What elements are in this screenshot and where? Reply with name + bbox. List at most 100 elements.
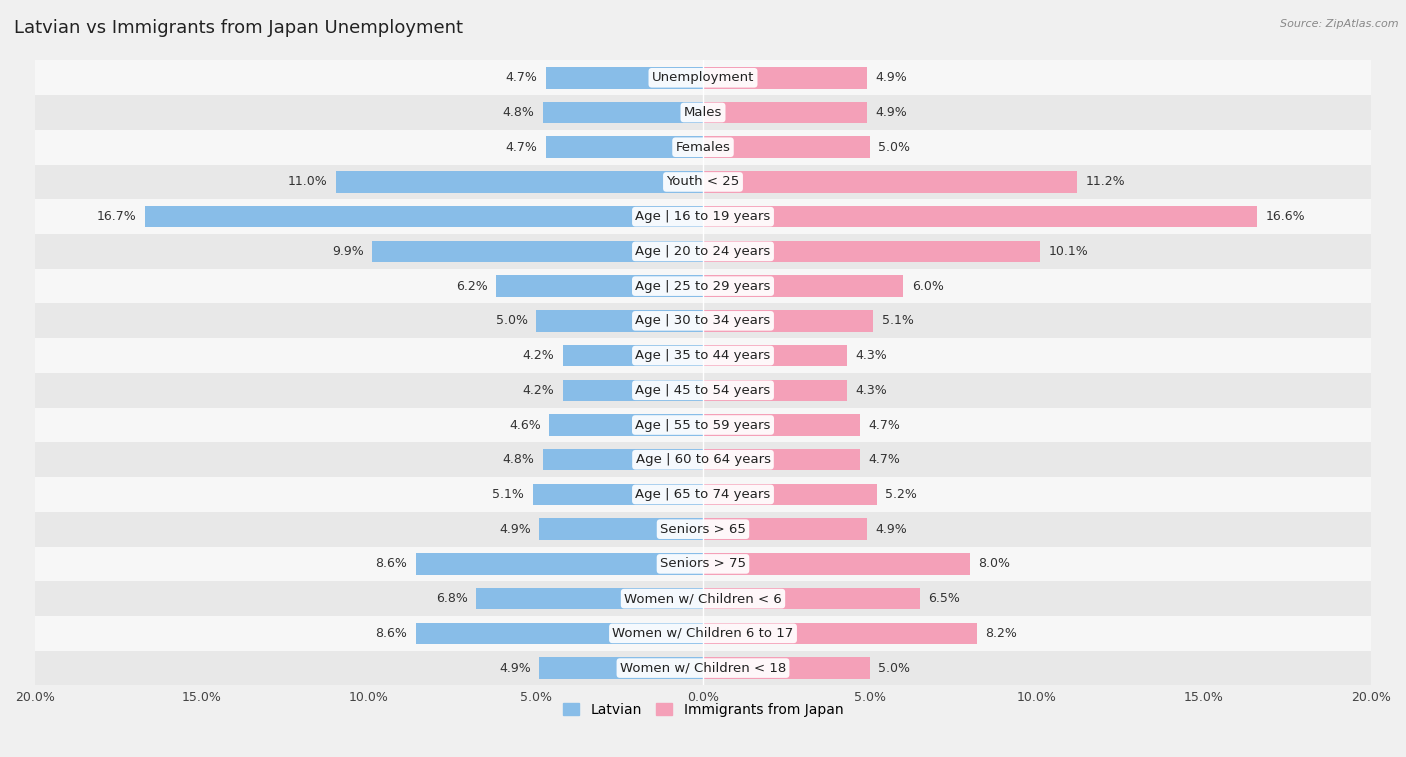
Bar	[703, 379, 846, 401]
Bar	[703, 171, 1077, 193]
Text: Latvian vs Immigrants from Japan Unemployment: Latvian vs Immigrants from Japan Unemplo…	[14, 19, 463, 37]
Bar	[533, 484, 703, 505]
Text: 6.5%: 6.5%	[928, 592, 960, 605]
Text: Age | 65 to 74 years: Age | 65 to 74 years	[636, 488, 770, 501]
Text: 4.2%: 4.2%	[523, 384, 554, 397]
Text: 5.2%: 5.2%	[884, 488, 917, 501]
Text: 8.0%: 8.0%	[979, 557, 1011, 571]
Bar	[35, 199, 1371, 234]
Text: 4.7%: 4.7%	[869, 453, 900, 466]
Text: Age | 60 to 64 years: Age | 60 to 64 years	[636, 453, 770, 466]
Bar	[35, 130, 1371, 164]
Bar	[703, 101, 866, 123]
Text: Females: Females	[675, 141, 731, 154]
Bar	[35, 164, 1371, 199]
Bar	[703, 136, 870, 158]
Text: 10.1%: 10.1%	[1049, 245, 1088, 258]
Bar	[35, 234, 1371, 269]
Bar	[703, 276, 904, 297]
Text: Age | 25 to 29 years: Age | 25 to 29 years	[636, 279, 770, 293]
Text: 4.2%: 4.2%	[523, 349, 554, 362]
Text: Age | 20 to 24 years: Age | 20 to 24 years	[636, 245, 770, 258]
Text: 4.7%: 4.7%	[506, 141, 537, 154]
Bar	[703, 484, 877, 505]
Text: 6.8%: 6.8%	[436, 592, 468, 605]
Bar	[703, 622, 977, 644]
Bar	[475, 588, 703, 609]
Bar	[540, 657, 703, 679]
Bar	[35, 581, 1371, 616]
Bar	[546, 136, 703, 158]
Text: 11.0%: 11.0%	[287, 176, 328, 188]
Text: Age | 45 to 54 years: Age | 45 to 54 years	[636, 384, 770, 397]
Bar	[35, 304, 1371, 338]
Text: 4.9%: 4.9%	[875, 522, 907, 536]
Bar	[550, 414, 703, 436]
Bar	[703, 519, 866, 540]
Text: 4.9%: 4.9%	[875, 71, 907, 84]
Bar	[703, 344, 846, 366]
Bar	[496, 276, 703, 297]
Bar	[703, 553, 970, 575]
Bar	[416, 622, 703, 644]
Text: 11.2%: 11.2%	[1085, 176, 1125, 188]
Bar	[703, 588, 920, 609]
Text: 5.0%: 5.0%	[879, 662, 910, 674]
Bar	[336, 171, 703, 193]
Bar	[416, 553, 703, 575]
Text: 8.2%: 8.2%	[986, 627, 1017, 640]
Text: Source: ZipAtlas.com: Source: ZipAtlas.com	[1281, 19, 1399, 29]
Bar	[373, 241, 703, 262]
Text: 6.0%: 6.0%	[911, 279, 943, 293]
Bar	[35, 512, 1371, 547]
Bar	[35, 477, 1371, 512]
Bar	[145, 206, 703, 227]
Text: Age | 16 to 19 years: Age | 16 to 19 years	[636, 210, 770, 223]
Text: Women w/ Children 6 to 17: Women w/ Children 6 to 17	[613, 627, 793, 640]
Bar	[543, 449, 703, 471]
Bar	[703, 310, 873, 332]
Bar	[546, 67, 703, 89]
Text: 4.6%: 4.6%	[509, 419, 541, 431]
Bar	[703, 241, 1040, 262]
Text: 4.8%: 4.8%	[502, 453, 534, 466]
Text: 4.3%: 4.3%	[855, 349, 887, 362]
Text: 16.7%: 16.7%	[97, 210, 136, 223]
Bar	[35, 408, 1371, 442]
Text: 4.9%: 4.9%	[499, 662, 531, 674]
Text: 4.3%: 4.3%	[855, 384, 887, 397]
Bar	[35, 269, 1371, 304]
Text: 4.9%: 4.9%	[499, 522, 531, 536]
Bar	[35, 61, 1371, 95]
Bar	[703, 414, 860, 436]
Text: Unemployment: Unemployment	[652, 71, 754, 84]
Bar	[543, 101, 703, 123]
Text: Seniors > 65: Seniors > 65	[659, 522, 747, 536]
Text: 5.0%: 5.0%	[496, 314, 527, 327]
Bar	[540, 519, 703, 540]
Text: Youth < 25: Youth < 25	[666, 176, 740, 188]
Text: 9.9%: 9.9%	[332, 245, 364, 258]
Text: Women w/ Children < 6: Women w/ Children < 6	[624, 592, 782, 605]
Text: Women w/ Children < 18: Women w/ Children < 18	[620, 662, 786, 674]
Text: 5.1%: 5.1%	[882, 314, 914, 327]
Text: Age | 30 to 34 years: Age | 30 to 34 years	[636, 314, 770, 327]
Text: Seniors > 75: Seniors > 75	[659, 557, 747, 571]
Text: 4.7%: 4.7%	[869, 419, 900, 431]
Bar	[562, 379, 703, 401]
Text: 4.8%: 4.8%	[502, 106, 534, 119]
Bar	[35, 338, 1371, 373]
Legend: Latvian, Immigrants from Japan: Latvian, Immigrants from Japan	[557, 697, 849, 722]
Text: Age | 55 to 59 years: Age | 55 to 59 years	[636, 419, 770, 431]
Bar	[562, 344, 703, 366]
Text: 4.7%: 4.7%	[506, 71, 537, 84]
Text: 6.2%: 6.2%	[456, 279, 488, 293]
Text: 16.6%: 16.6%	[1265, 210, 1305, 223]
Bar	[35, 547, 1371, 581]
Bar	[35, 95, 1371, 130]
Bar	[35, 651, 1371, 685]
Bar	[35, 442, 1371, 477]
Bar	[35, 616, 1371, 651]
Text: Age | 35 to 44 years: Age | 35 to 44 years	[636, 349, 770, 362]
Text: 8.6%: 8.6%	[375, 557, 408, 571]
